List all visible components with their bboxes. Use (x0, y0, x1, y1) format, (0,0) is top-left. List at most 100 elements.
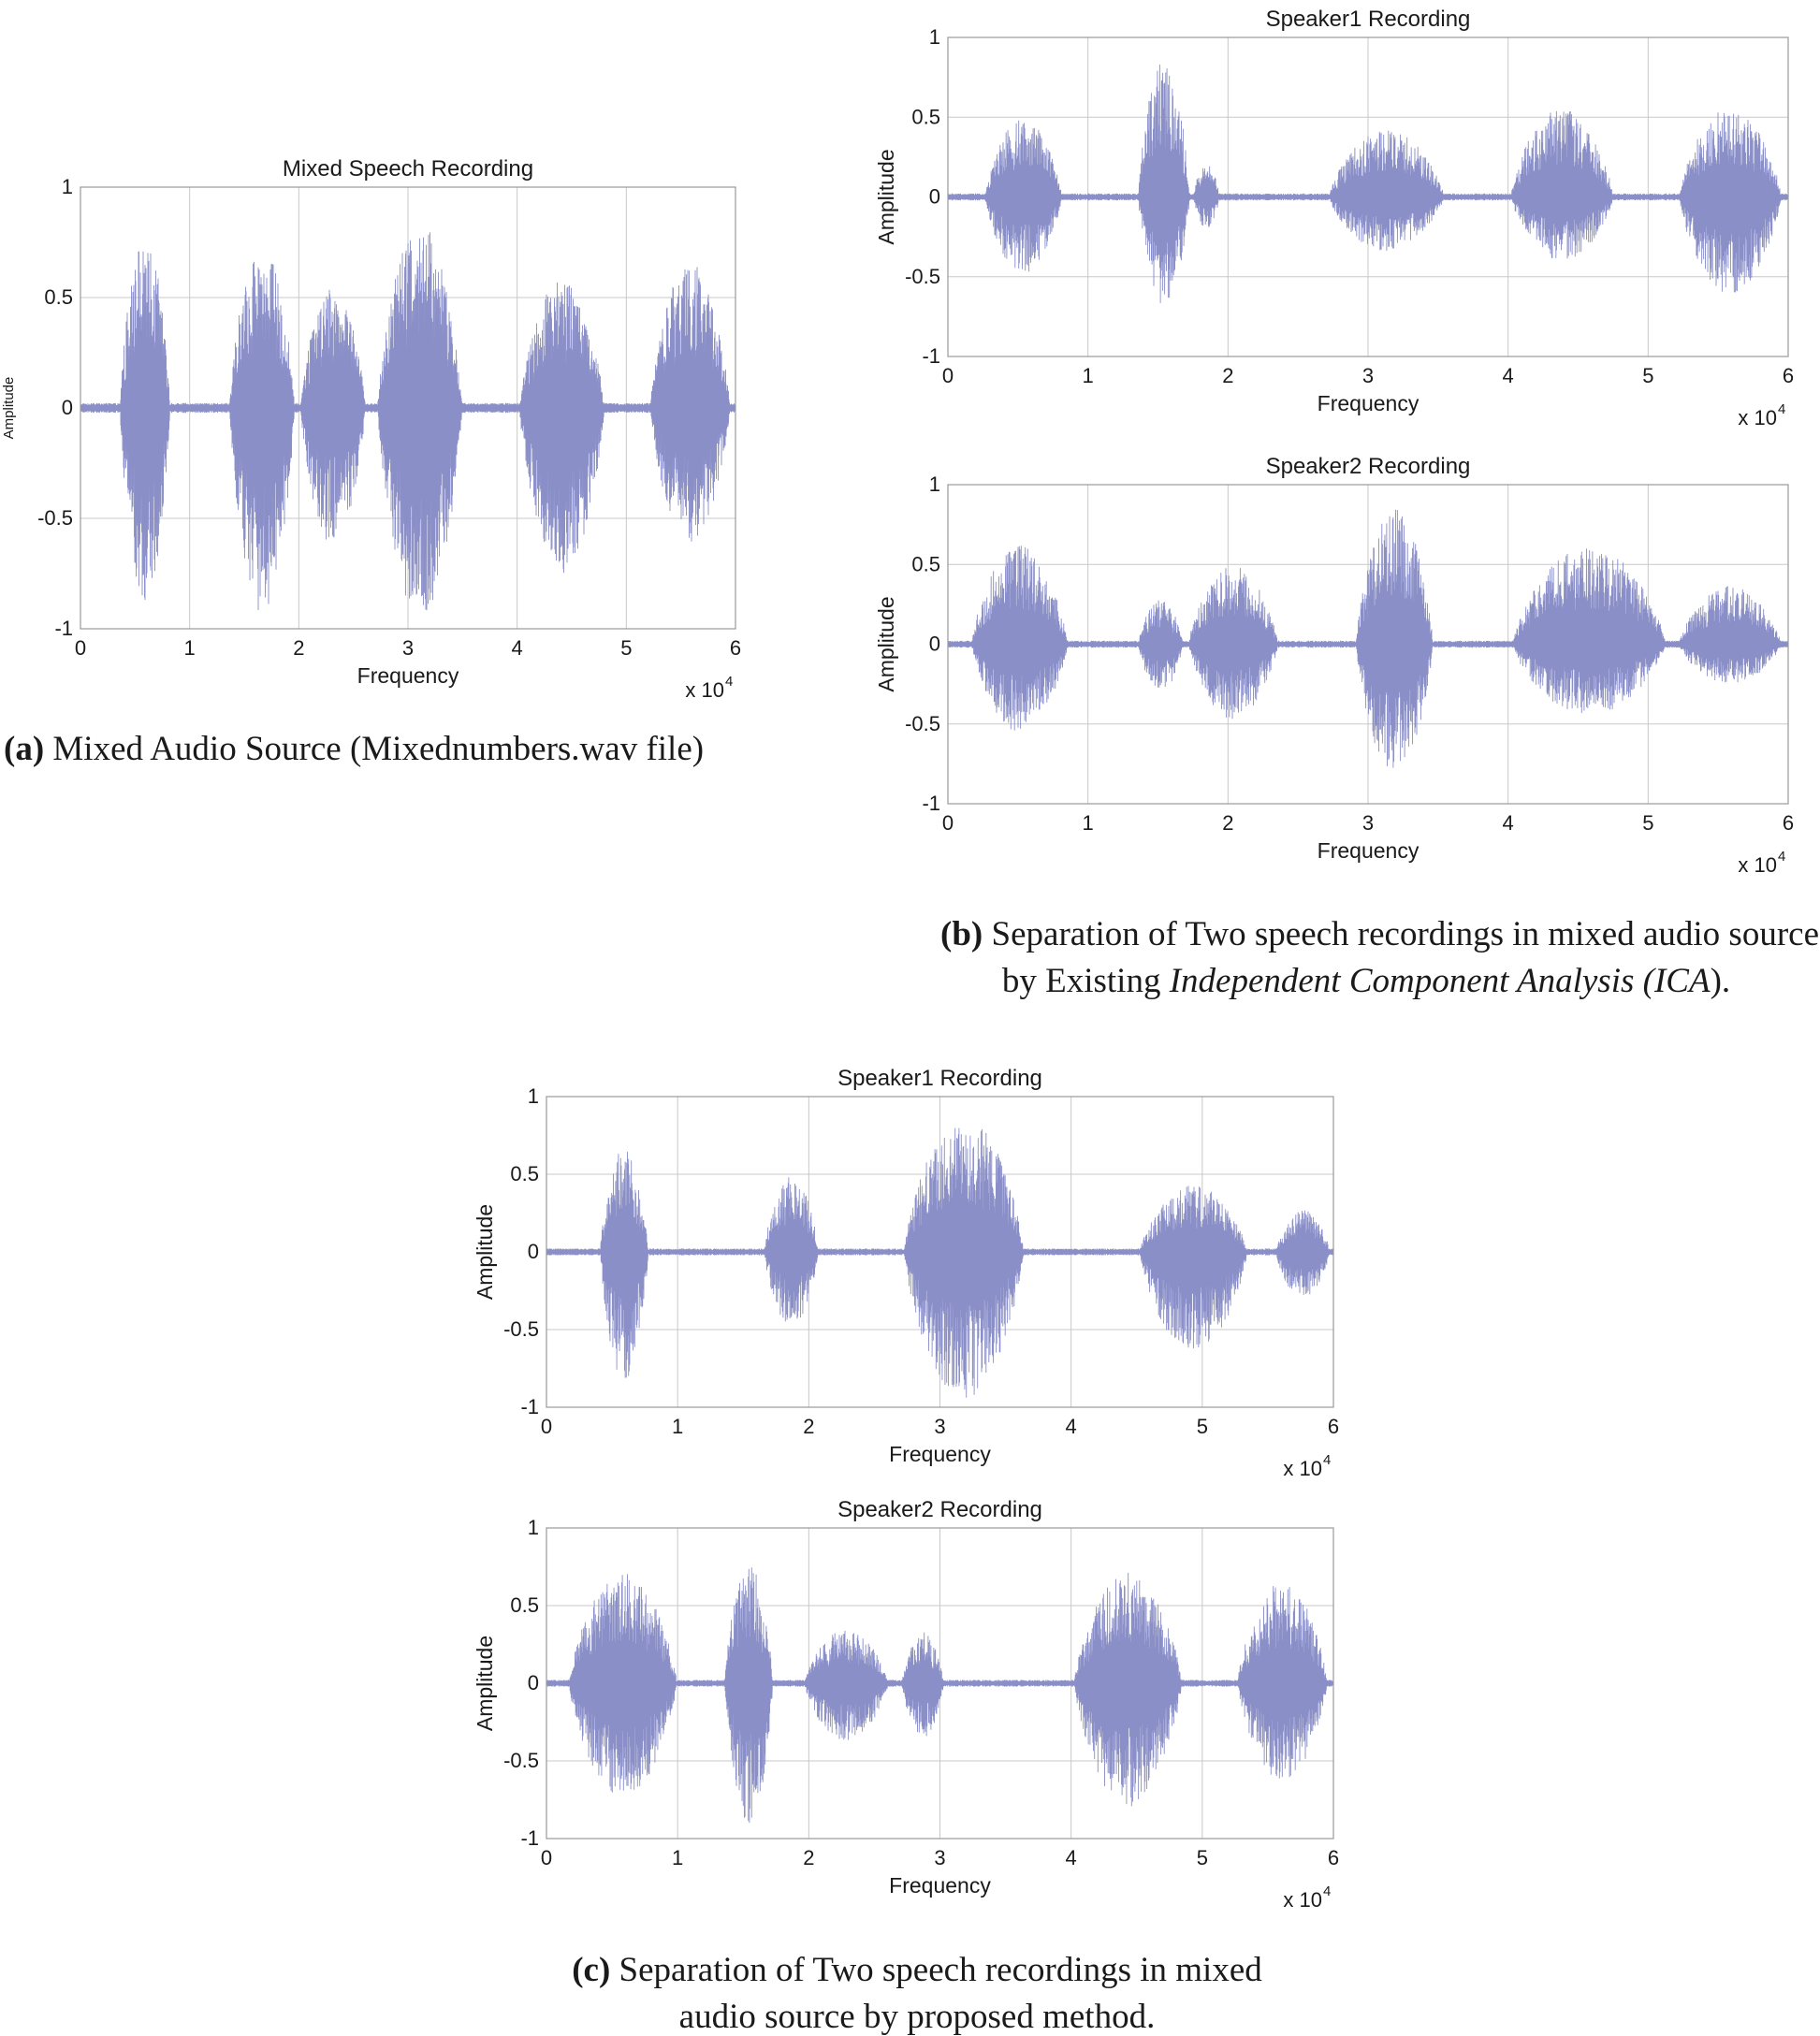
x-tick-label: 4 (1503, 364, 1514, 387)
x-tick-label: 3 (934, 1846, 945, 1869)
x-axis-label: Frequency (889, 1442, 991, 1466)
x-tick-label: 5 (1642, 811, 1653, 835)
waveform-series (546, 1567, 1334, 1824)
y-tick-label: 0.5 (510, 1593, 539, 1617)
x-tick-label: 0 (942, 811, 954, 835)
x-tick-label: 0 (942, 364, 954, 387)
x-tick-label: 5 (1197, 1846, 1208, 1869)
x-tick-label: 6 (1783, 364, 1794, 387)
x-multiplier-exponent: 4 (1778, 849, 1785, 865)
x-tick-label: 5 (1197, 1415, 1208, 1438)
caption-c-line1: (c) Separation of Two speech recordings … (572, 1951, 1262, 1989)
y-tick-label: -0.5 (905, 712, 940, 735)
y-tick-label: -1 (922, 792, 940, 815)
x-tick-label: 6 (1328, 1415, 1339, 1438)
x-tick-label: 2 (1222, 811, 1233, 835)
x-multiplier: x 10 (1738, 853, 1777, 877)
caption-b-line2: by Existing Independent Component Analys… (1002, 962, 1730, 1000)
x-multiplier-exponent: 4 (1323, 1883, 1331, 1899)
x-axis-label: Frequency (1318, 838, 1420, 863)
y-tick-label: -0.5 (37, 506, 73, 530)
y-tick-label: -1 (922, 344, 940, 368)
y-tick-label: -0.5 (503, 1749, 539, 1772)
x-tick-label: 3 (402, 636, 414, 660)
x-tick-label: 3 (1362, 811, 1374, 835)
x-tick-label: 0 (541, 1846, 552, 1869)
y-tick-label: 0.5 (44, 285, 73, 309)
y-tick-label: 1 (528, 1084, 539, 1108)
plot-title: Speaker1 Recording (837, 1066, 1042, 1091)
x-axis-label: Frequency (889, 1873, 991, 1898)
x-multiplier-exponent: 4 (1323, 1452, 1331, 1468)
y-tick-label: 1 (929, 473, 940, 496)
y-tick-label: 1 (528, 1516, 539, 1539)
x-axis-label: Frequency (1318, 391, 1420, 415)
chart-ica_s1: Speaker1 Recording 0 1 2 3 4 5 6 1 0.5 0 -0.5 -1 Freq… (874, 7, 1794, 429)
y-tick-label: -0.5 (503, 1317, 539, 1341)
y-tick-label: 0 (62, 396, 73, 419)
plot-title: Mixed Speech Recording (283, 156, 533, 182)
x-multiplier: x 10 (1283, 1457, 1322, 1480)
plot-frame (80, 186, 736, 630)
x-tick-label: 1 (672, 1846, 683, 1869)
y-tick-label: 1 (929, 25, 940, 49)
y-tick-label: 1 (62, 175, 73, 198)
x-tick-label: 2 (803, 1415, 814, 1438)
x-tick-label: 4 (1066, 1846, 1077, 1869)
y-tick-label: 0.5 (510, 1162, 539, 1185)
waveform-series (546, 1127, 1334, 1398)
x-tick-label: 1 (184, 636, 196, 660)
caption-b-line1: (b) Separation of Two speech recordings … (940, 915, 1819, 953)
y-tick-label: 0.5 (911, 552, 940, 575)
x-tick-label: 2 (803, 1846, 814, 1869)
y-tick-label: 0 (929, 185, 940, 209)
x-axis-label: Frequency (357, 663, 459, 688)
y-axis-label: Amplitude (473, 1204, 497, 1300)
y-tick-label: -1 (520, 1826, 539, 1850)
chart-ica_s2: Speaker2 Recording 0 1 2 3 4 5 6 1 0.5 0 -0.5 -1 Freq… (874, 454, 1794, 877)
y-tick-label: 0 (528, 1671, 539, 1694)
plot-frame (947, 36, 1789, 357)
plot-title: Speaker1 Recording (1266, 7, 1471, 32)
x-tick-label: 4 (1066, 1415, 1077, 1438)
caption-c-line2: audio source by proposed method. (679, 1998, 1156, 2036)
x-multiplier: x 10 (685, 678, 724, 702)
chart-prop_s2: Speaker2 Recording 0 1 2 3 4 5 6 1 0.5 0 -0.5 -1 Freq… (473, 1497, 1339, 1912)
waveform-series (80, 232, 736, 611)
plot-title: Speaker2 Recording (1266, 454, 1471, 479)
x-multiplier-exponent: 4 (1778, 401, 1785, 417)
y-tick-label: 0.5 (911, 105, 940, 128)
x-tick-label: 1 (672, 1415, 683, 1438)
y-tick-label: -1 (54, 617, 73, 640)
plot-frame (546, 1527, 1334, 1840)
waveform-series (947, 64, 1789, 303)
x-tick-label: 4 (1503, 811, 1514, 835)
y-axis-label: Amplitude (874, 596, 898, 691)
x-multiplier: x 10 (1283, 1888, 1322, 1912)
x-tick-label: 5 (1642, 364, 1653, 387)
x-tick-label: 3 (934, 1415, 945, 1438)
x-tick-label: 1 (1083, 811, 1094, 835)
y-tick-label: -0.5 (905, 265, 940, 288)
x-tick-label: 6 (730, 636, 741, 660)
x-tick-label: 1 (1083, 364, 1094, 387)
x-tick-label: 5 (620, 636, 632, 660)
x-tick-label: 2 (1222, 364, 1233, 387)
y-tick-label: 0 (528, 1240, 539, 1263)
x-tick-label: 3 (1362, 364, 1374, 387)
plot-frame (947, 484, 1789, 805)
x-tick-label: 6 (1328, 1846, 1339, 1869)
x-tick-label: 6 (1783, 811, 1794, 835)
x-tick-label: 0 (541, 1415, 552, 1438)
x-tick-label: 0 (75, 636, 86, 660)
caption-a: (a) Mixed Audio Source (Mixednumbers.wav… (4, 730, 704, 768)
x-tick-label: 2 (293, 636, 304, 660)
waveform-series (947, 509, 1789, 768)
chart-prop_s1: Speaker1 Recording 0 1 2 3 4 5 6 1 0.5 0 -0.5 -1 Freq… (473, 1066, 1339, 1480)
y-tick-label: 0 (929, 633, 940, 656)
plot-title: Speaker2 Recording (837, 1497, 1042, 1522)
y-axis-label: Amplitude (473, 1636, 497, 1731)
y-axis-label: Amplitude (874, 149, 898, 244)
y-tick-label: -1 (520, 1395, 539, 1418)
